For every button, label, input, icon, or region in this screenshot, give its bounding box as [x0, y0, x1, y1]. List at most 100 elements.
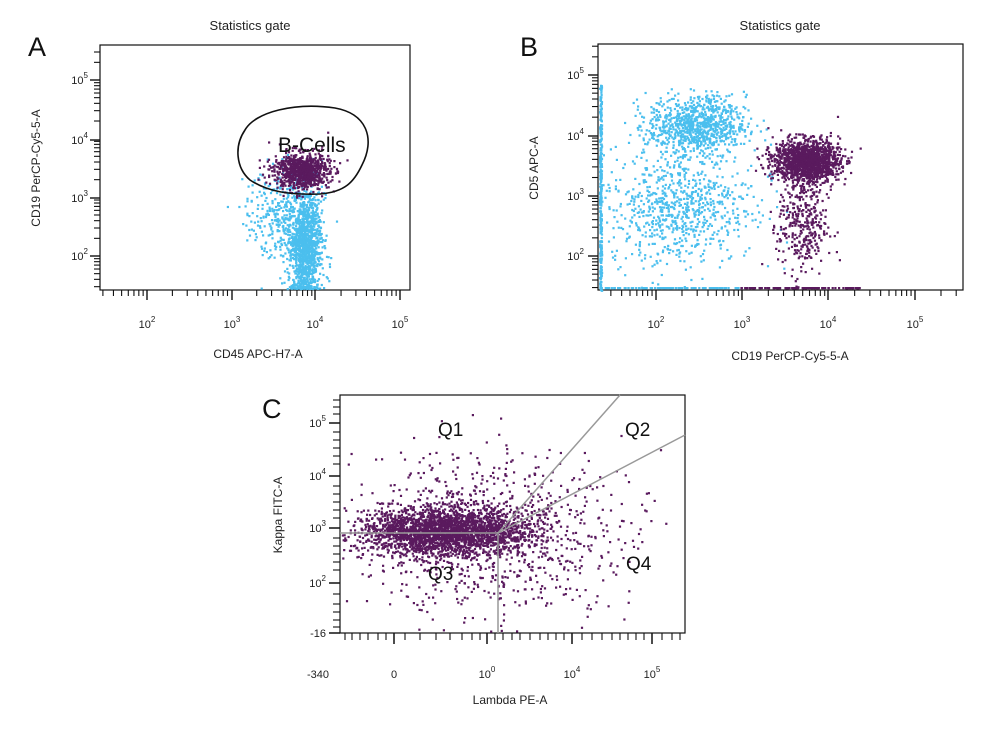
- data-point: [300, 226, 303, 229]
- data-point: [732, 144, 735, 147]
- data-point: [325, 276, 328, 279]
- data-point: [294, 272, 297, 275]
- data-point: [707, 101, 710, 104]
- data-point: [730, 105, 733, 108]
- data-point: [638, 124, 641, 127]
- data-point: [839, 171, 842, 174]
- data-point: [333, 166, 336, 169]
- data-point: [294, 158, 297, 161]
- data-point: [333, 160, 336, 163]
- data-point: [302, 218, 305, 221]
- data-point: [769, 143, 773, 146]
- data-point: [692, 111, 695, 114]
- data-point: [318, 230, 321, 233]
- data-point: [706, 94, 709, 97]
- data-point: [259, 217, 262, 220]
- data-point: [765, 128, 768, 131]
- data-point: [636, 108, 639, 111]
- data-point: [300, 258, 303, 261]
- data-point: [296, 165, 299, 168]
- data-point: [657, 200, 660, 203]
- data-point: [734, 216, 737, 219]
- data-point: [670, 88, 673, 91]
- data-point: [713, 110, 716, 113]
- data-point: [689, 120, 693, 123]
- data-point: [278, 230, 281, 233]
- data-point: [674, 222, 677, 225]
- data-point: [289, 166, 292, 169]
- data-point: [322, 166, 325, 169]
- data-point: [281, 176, 284, 179]
- data-point: [656, 119, 659, 122]
- data-point: [295, 259, 298, 262]
- data-point: [720, 227, 723, 230]
- data-point: [806, 143, 809, 146]
- data-point: [298, 194, 301, 197]
- data-point: [637, 105, 640, 108]
- data-point: [726, 125, 729, 128]
- data-point: [724, 143, 727, 146]
- data-point: [614, 254, 617, 257]
- data-point: [656, 262, 659, 265]
- data-point: [290, 248, 293, 252]
- data-point: [314, 253, 317, 256]
- data-point: [283, 241, 286, 245]
- data-point: [685, 208, 688, 211]
- x-tick-label-exponent: 3: [236, 315, 241, 324]
- data-point: [610, 171, 613, 174]
- data-point: [779, 150, 782, 153]
- data-point: [299, 151, 302, 154]
- data-point: [301, 203, 304, 207]
- data-point: [671, 205, 674, 209]
- data-point: [696, 218, 699, 221]
- data-point: [314, 220, 318, 223]
- data-point: [302, 234, 305, 237]
- data-point: [712, 97, 716, 100]
- data-point: [714, 126, 717, 130]
- data-point: [717, 185, 720, 188]
- data-point: [743, 210, 746, 213]
- x-tick-label-base: 10: [139, 319, 151, 331]
- data-point: [302, 283, 305, 286]
- data-point: [750, 164, 753, 167]
- data-point: [642, 215, 645, 218]
- data-point: [675, 129, 678, 132]
- data-point: [269, 209, 272, 213]
- data-point: [689, 88, 692, 91]
- data-point: [796, 145, 799, 148]
- data-point: [698, 95, 701, 98]
- data-point: [269, 192, 273, 195]
- data-point: [687, 128, 690, 131]
- data-point: [634, 114, 637, 117]
- data-point: [661, 185, 665, 188]
- data-point: [642, 148, 645, 151]
- data-point: [296, 178, 299, 181]
- data-point: [690, 195, 693, 198]
- data-point: [317, 191, 321, 194]
- data-point: [695, 128, 698, 131]
- data-point: [711, 128, 714, 131]
- data-point: [715, 148, 718, 151]
- data-point: [661, 236, 664, 239]
- data-point: [653, 229, 656, 232]
- data-point: [326, 172, 329, 176]
- data-point: [302, 214, 305, 217]
- data-point: [699, 212, 702, 215]
- data-point: [672, 141, 675, 144]
- data-point: [286, 267, 289, 270]
- data-point: [699, 196, 702, 199]
- data-point: [254, 233, 257, 236]
- data-point: [291, 196, 294, 199]
- data-point: [245, 224, 248, 227]
- data-point: [715, 161, 718, 164]
- data-point: [255, 236, 258, 239]
- data-point: [314, 174, 317, 177]
- data-point: [275, 160, 278, 163]
- data-point: [283, 168, 286, 171]
- data-point: [698, 125, 701, 128]
- data-point: [712, 202, 715, 205]
- data-point: [279, 277, 282, 280]
- data-point: [679, 166, 682, 169]
- data-point: [301, 169, 305, 172]
- data-point: [690, 106, 693, 109]
